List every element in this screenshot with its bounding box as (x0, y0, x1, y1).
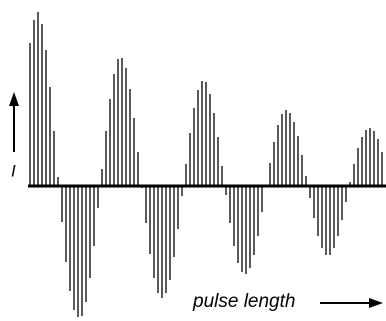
stems (29, 12, 383, 317)
y-axis-label: I (11, 161, 16, 180)
x-axis-label: pulse length (192, 291, 295, 312)
x-arrow-head (369, 298, 383, 308)
y-arrow-head (9, 92, 19, 106)
